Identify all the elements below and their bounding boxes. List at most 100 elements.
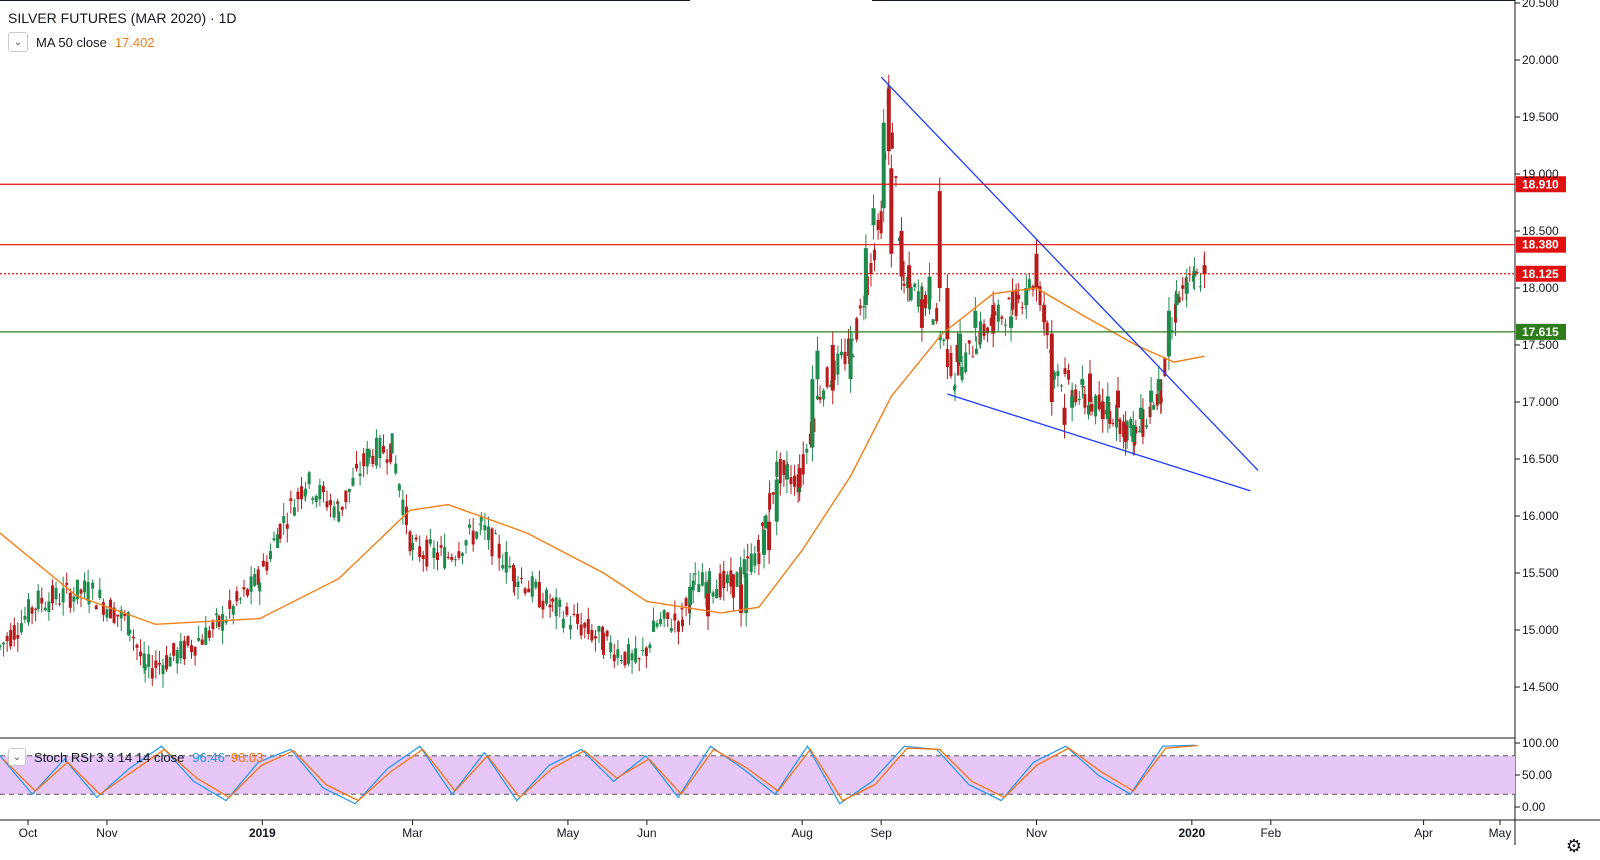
candle-body — [825, 367, 829, 387]
candle-body — [548, 604, 552, 608]
candle-body — [483, 525, 487, 531]
candle-body — [1100, 402, 1105, 420]
candle-body — [211, 622, 215, 630]
candle-body — [1111, 423, 1115, 425]
candle-body — [991, 305, 996, 334]
candle-body — [432, 547, 436, 559]
candle-body — [126, 612, 130, 636]
candle-body — [1191, 275, 1195, 282]
candle-body — [411, 542, 415, 551]
candle-body — [336, 501, 340, 504]
candle-body — [450, 556, 454, 560]
candle-body — [520, 577, 524, 579]
candle-body — [576, 613, 580, 624]
candle-body — [942, 339, 946, 342]
price-tick-label: 19.000 — [1522, 167, 1559, 181]
candle-body — [1045, 322, 1049, 336]
candles-layer — [0, 74, 1207, 688]
candle-body — [1042, 305, 1047, 323]
candle-body — [404, 506, 408, 526]
candle-body — [534, 581, 538, 588]
candle-body — [623, 651, 627, 666]
ma50-line-layer — [0, 287, 1205, 626]
candle-body — [722, 570, 726, 589]
price-axis: 14.500 15.000 15.500 16.000 16.500 17.000 17.5… — [1515, 0, 1559, 814]
candle-body — [949, 353, 953, 377]
candle-body — [784, 464, 789, 480]
candle-body — [648, 644, 652, 649]
candle-body — [684, 598, 688, 606]
candle-body — [1131, 424, 1136, 442]
candle-body — [1123, 424, 1128, 442]
candle-body — [774, 479, 779, 522]
candle-body — [568, 624, 572, 630]
candle-body — [1027, 279, 1031, 289]
candle-body — [676, 621, 680, 632]
time-tick-label: Jun — [637, 826, 656, 840]
candle-body — [744, 573, 749, 613]
candle-body — [871, 208, 876, 226]
candle-body — [362, 453, 366, 467]
candle-body — [973, 310, 978, 328]
candle-body — [1074, 389, 1078, 403]
level-price-label: 17.615 — [1522, 325, 1559, 339]
candle-body — [182, 640, 186, 660]
candle-body — [318, 485, 322, 500]
candle-body — [739, 584, 744, 613]
candle-body — [869, 263, 873, 274]
candle-body — [1174, 303, 1178, 323]
candle-body — [2, 642, 6, 645]
candle-body — [909, 286, 913, 301]
candle-body — [116, 614, 120, 617]
candle-body — [276, 534, 280, 549]
candle-body — [128, 629, 132, 634]
candle-body — [68, 592, 72, 608]
candle-body — [311, 498, 315, 500]
candle-body — [593, 636, 597, 639]
time-axis: Oct Nov 2019 Mar May Jun Aug Sep Nov 2020 Feb Apr Ma… — [19, 820, 1511, 840]
candle-body — [938, 335, 942, 341]
stoch-rsi-label[interactable]: Stoch RSI 3 3 14 14 close — [34, 749, 185, 765]
candle-body — [1156, 379, 1161, 391]
candle-body — [142, 653, 146, 669]
candle-body — [902, 283, 906, 286]
candle-body — [797, 468, 802, 488]
level-price-tag — [1516, 236, 1566, 253]
candle-body — [154, 660, 158, 668]
candle-body — [190, 645, 194, 652]
candle-body — [221, 613, 225, 631]
candle-body — [1152, 405, 1156, 410]
gear-icon[interactable]: ⚙ — [1565, 836, 1582, 856]
candle-body — [414, 537, 418, 540]
candle-body — [1141, 409, 1145, 437]
candle-body — [436, 552, 440, 561]
candle-body — [1192, 270, 1197, 277]
candle-body — [913, 283, 917, 288]
candle-body — [12, 625, 16, 640]
time-tick-label: Feb — [1260, 826, 1281, 840]
candle-body — [651, 620, 655, 632]
candle-body — [551, 598, 555, 602]
candle-body — [75, 579, 79, 600]
candle-body — [87, 599, 91, 604]
candle-body — [224, 620, 228, 623]
candle-body — [680, 608, 684, 610]
chevron-down-icon[interactable]: ⌄ — [8, 32, 28, 52]
candle-body — [876, 219, 880, 230]
candle-body — [708, 571, 712, 594]
candle-body — [634, 648, 638, 663]
candle-body — [1056, 371, 1060, 376]
chevron-down-icon[interactable]: ⌄ — [8, 748, 26, 766]
title-separator: · — [206, 10, 219, 26]
candle-body — [475, 531, 479, 539]
candle-body — [561, 618, 565, 628]
candle-body — [1145, 425, 1149, 428]
candle-body — [971, 356, 975, 358]
candle-body — [530, 576, 534, 597]
candle-body — [602, 633, 606, 655]
candle-body — [401, 499, 405, 515]
ma-indicator-label[interactable]: MA 50 close — [36, 34, 107, 50]
candle-body — [109, 599, 113, 619]
candle-body — [960, 366, 964, 380]
